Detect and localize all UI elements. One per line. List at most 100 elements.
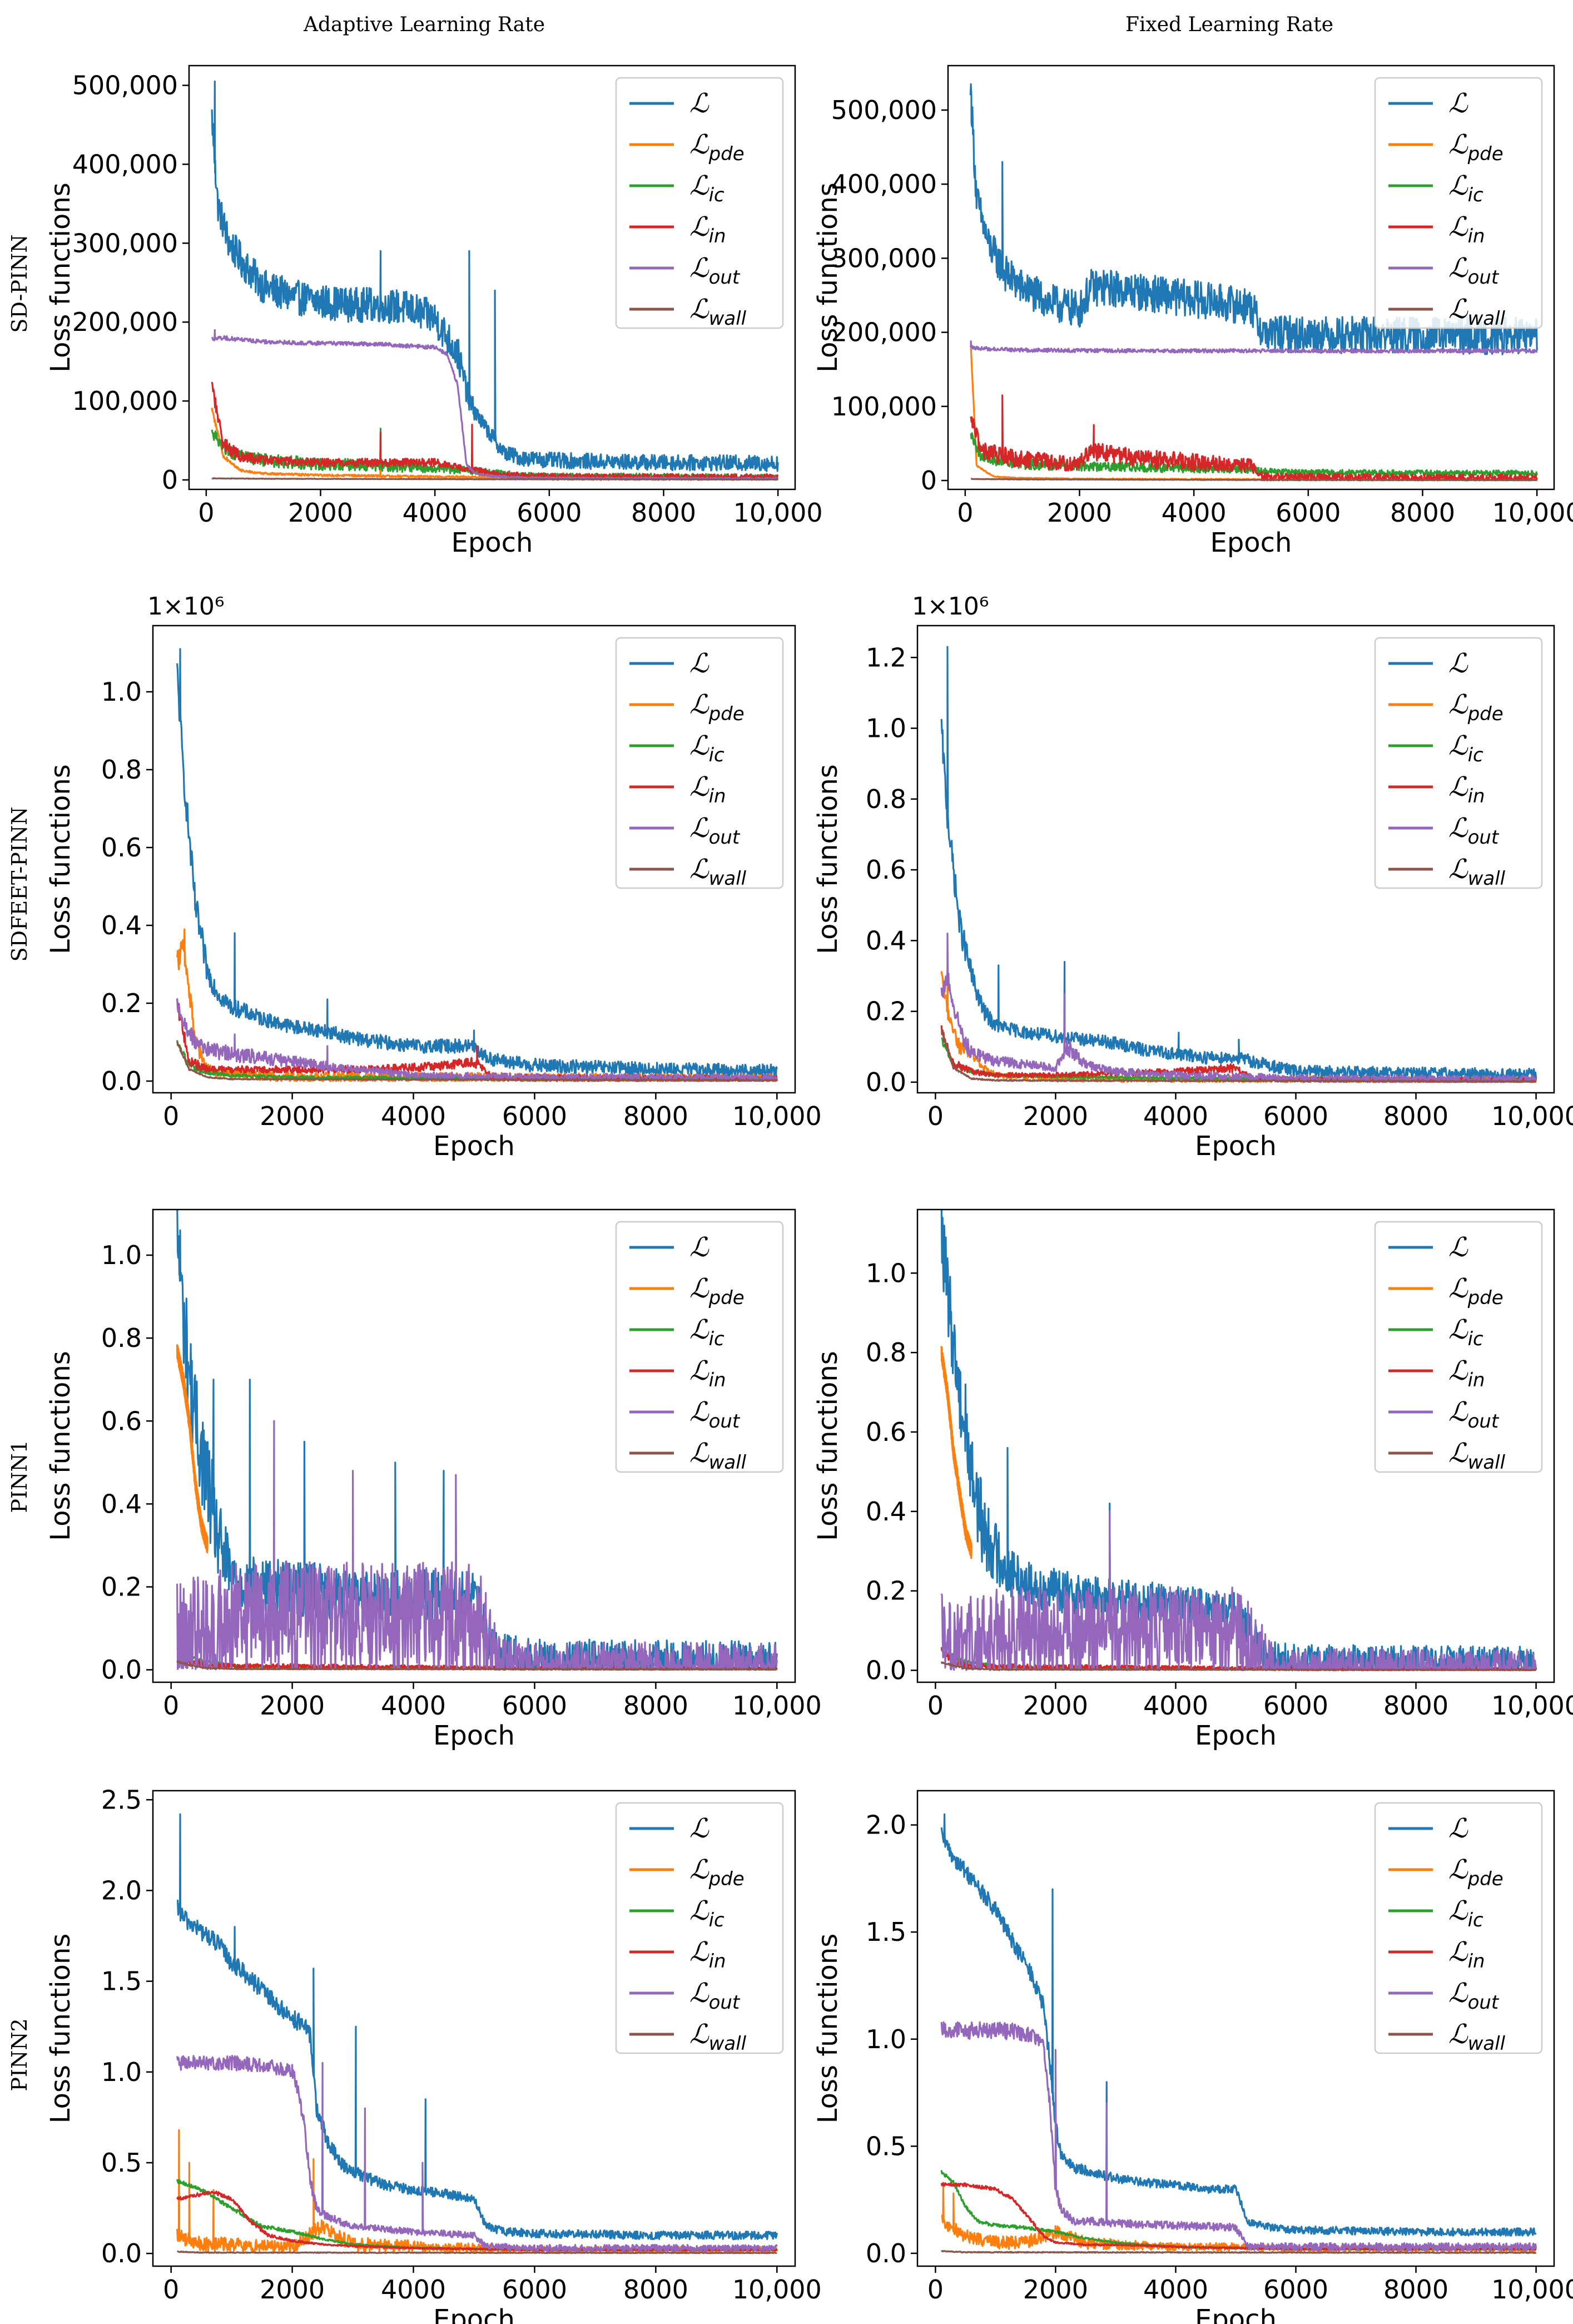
x-tick-label: 4000	[1143, 1691, 1208, 1721]
legend-loss-in: ℒin	[689, 771, 726, 807]
y-tick-label: 2.0	[101, 1875, 142, 1905]
x-tick-label: 4000	[1162, 498, 1227, 528]
axis-multiplier: 1×10⁶	[147, 592, 225, 621]
row-label-pinn2: PINN2	[7, 2018, 32, 2091]
x-axis-label: Epoch	[1210, 527, 1292, 558]
x-tick-label: 6000	[502, 1691, 567, 1721]
legend-loss-out: ℒout	[689, 252, 741, 289]
legend: ℒ ℒpde ℒic ℒin ℒout ℒwall	[615, 77, 784, 330]
series-loss-wall	[970, 478, 1537, 482]
series-loss-in	[970, 394, 1538, 482]
legend-loss-ic: ℒic	[689, 1314, 725, 1350]
legend-loss-wall: ℒwall	[1448, 294, 1506, 330]
series-group	[211, 80, 779, 481]
x-tick-label: 6000	[1276, 498, 1341, 528]
series-loss-wall	[177, 2250, 777, 2254]
y-tick-label: 0.2	[866, 1576, 906, 1606]
legend-box	[1374, 1802, 1543, 2054]
y-tick-label: 0.4	[866, 1497, 906, 1527]
x-tick-label: 0	[927, 2275, 944, 2305]
series-group	[940, 646, 1537, 1083]
legend-loss-total: ℒ	[1448, 648, 1468, 679]
plot-frame	[916, 1790, 1555, 2267]
series-group	[176, 1813, 778, 2254]
series-loss-total	[176, 648, 778, 1079]
x-tick-label: 6000	[1263, 1691, 1328, 1721]
legend-loss-pde: ℒpde	[1448, 1854, 1503, 1890]
x-tick-label: 6000	[1263, 1101, 1328, 1131]
legend-loss-wall: ℒwall	[689, 854, 747, 890]
legend-loss-pde: ℒpde	[689, 1273, 745, 1309]
chart-sdfeet-adaptive: 0 2000 4000 6000 8000 10,000 0.0 0.2 0.4 0.6 0.8 1.…	[45, 592, 822, 1162]
x-tick-label: 0	[198, 498, 214, 528]
x-tick-label: 2000	[1047, 498, 1112, 528]
legend-loss-ic: ℒic	[1448, 730, 1483, 766]
series-loss-out	[176, 1420, 778, 1671]
legend-loss-total: ℒ	[689, 648, 709, 679]
legend: ℒ ℒpde ℒic ℒin ℒout ℒwall	[1374, 77, 1543, 330]
x-tick-label: 4000	[381, 1691, 446, 1721]
y-tick-label: 1.0	[866, 1258, 906, 1288]
legend: ℒ ℒpde ℒic ℒin ℒout ℒwall	[1374, 637, 1543, 890]
plot-frame	[916, 625, 1555, 1094]
y-tick-label: 0.4	[101, 910, 142, 940]
legend-loss-out: ℒout	[1448, 252, 1500, 289]
series-loss-total	[211, 80, 779, 472]
chart-sdfeet-fixed: 0 2000 4000 6000 8000 10,000 0.0 0.2 0.4 0.6 0.8 1.…	[812, 592, 1573, 1162]
x-tick-label: 2000	[1023, 1691, 1088, 1721]
x-axis-label: Epoch	[451, 527, 533, 558]
x-tick-label: 10,000	[1491, 1691, 1573, 1721]
x-tick-label: 2000	[260, 1101, 325, 1131]
x-axis-label: Epoch	[1195, 1131, 1277, 1162]
legend-loss-ic: ℒic	[689, 170, 725, 206]
series-loss-pde	[176, 1344, 209, 1554]
y-tick-label: 0.8	[101, 755, 142, 785]
legend-loss-out: ℒout	[689, 812, 741, 849]
x-tick-label: 8000	[623, 1101, 688, 1131]
x-tick-label: 0	[927, 1691, 944, 1721]
y-tick-label: 0	[921, 465, 937, 495]
y-axis-label: Loss functions	[812, 1934, 843, 2124]
chart-sdpinn-adaptive: 0 2000 4000 6000 8000 10,000 0 100,000 200,000 30…	[45, 65, 823, 558]
y-tick-label: 0.2	[101, 1572, 142, 1602]
legend-box	[615, 1802, 784, 2054]
legend: ℒ ℒpde ℒic ℒin ℒout ℒwall	[1374, 1802, 1543, 2055]
y-tick-label: 0.8	[866, 784, 906, 814]
legend-box	[1374, 1221, 1543, 1473]
y-tick-label: 300,000	[72, 228, 178, 258]
legend-loss-pde: ℒpde	[1448, 1273, 1503, 1309]
x-tick-label: 10,000	[733, 498, 823, 528]
y-tick-label: 0.0	[101, 2238, 142, 2268]
legend-loss-in: ℒin	[1448, 211, 1485, 247]
x-tick-label: 6000	[517, 498, 582, 528]
x-tick-label: 0	[163, 1101, 179, 1131]
legend-loss-total: ℒ	[689, 1813, 709, 1844]
series-loss-wall	[176, 1660, 778, 1671]
legend-loss-total: ℒ	[689, 1232, 709, 1263]
y-tick-label: 0.4	[866, 925, 906, 955]
chart-pinn2-fixed: 0 2000 4000 6000 8000 10,000 0.0 0.5 1.0 1.5 2.0 Ep…	[812, 1790, 1573, 2324]
series-loss-wall	[940, 1661, 1537, 1672]
series-loss-wall	[176, 1041, 778, 1082]
y-tick-label: 0.6	[101, 1406, 142, 1436]
series-loss-wall	[211, 477, 778, 481]
y-tick-label: 2.5	[101, 1785, 142, 1815]
y-tick-label: 0.8	[866, 1337, 906, 1367]
legend: ℒ ℒpde ℒic ℒin ℒout ℒwall	[615, 1802, 784, 2055]
x-tick-label: 6000	[502, 1101, 567, 1131]
y-tick-label: 0.0	[866, 1656, 906, 1686]
legend: ℒ ℒpde ℒic ℒin ℒout ℒwall	[1374, 1221, 1543, 1474]
y-axis-label: Loss functions	[45, 764, 76, 954]
legend-loss-wall: ℒwall	[689, 1438, 747, 1474]
x-tick-label: 8000	[1390, 498, 1455, 528]
x-tick-label: 8000	[1383, 1101, 1448, 1131]
y-axis-label: Loss functions	[45, 1351, 76, 1541]
series-group	[176, 648, 778, 1082]
legend-loss-pde: ℒpde	[1448, 129, 1503, 165]
legend-loss-pde: ℒpde	[689, 1854, 745, 1890]
legend-loss-total: ℒ	[1448, 1813, 1468, 1844]
x-tick-label: 10,000	[732, 1691, 822, 1721]
legend-loss-ic: ℒic	[1448, 1314, 1483, 1350]
y-tick-label: 0.2	[101, 988, 142, 1018]
